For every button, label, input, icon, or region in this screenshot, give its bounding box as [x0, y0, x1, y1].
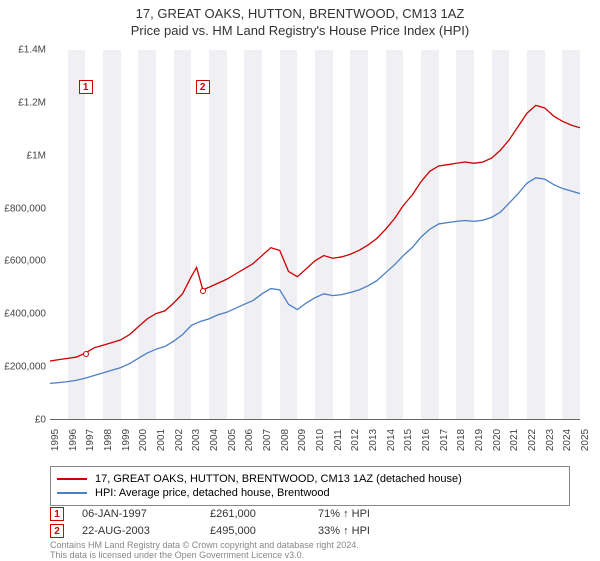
footer: Contains HM Land Registry data © Crown c…: [50, 541, 359, 561]
transactions-table: 1 06-JAN-1997 £261,000 71% ↑ HPI 2 22-AU…: [50, 504, 570, 541]
y-tick-label: £800,000: [4, 203, 46, 214]
transaction-marker-icon: 2: [50, 524, 64, 538]
x-tick-label: 2016: [421, 429, 432, 451]
legend-label-property: 17, GREAT OAKS, HUTTON, BRENTWOOD, CM13 …: [95, 473, 462, 485]
transaction-row: 2 22-AUG-2003 £495,000 33% ↑ HPI: [50, 524, 570, 538]
series-property: [50, 105, 580, 361]
x-tick-label: 2012: [350, 429, 361, 451]
transaction-date: 22-AUG-2003: [82, 525, 192, 537]
y-tick-label: £200,000: [4, 362, 46, 373]
x-tick-label: 2003: [191, 429, 202, 451]
x-tick-label: 2019: [474, 429, 485, 451]
legend-swatch-hpi: [57, 492, 87, 494]
x-tick-label: 1996: [68, 429, 79, 451]
x-tick-label: 2023: [545, 429, 556, 451]
legend-row: HPI: Average price, detached house, Bren…: [57, 487, 563, 499]
transaction-marker-dot: [200, 288, 206, 294]
x-tick-label: 2024: [562, 429, 573, 451]
transaction-pct: 71% ↑ HPI: [318, 508, 418, 520]
y-tick-label: £0: [35, 415, 46, 426]
y-tick-label: £1.2M: [18, 97, 46, 108]
plot-area: 12: [50, 50, 580, 420]
transaction-price: £261,000: [210, 508, 300, 520]
x-tick-label: 2011: [333, 429, 344, 451]
y-tick-label: £400,000: [4, 309, 46, 320]
x-tick-label: 2021: [509, 429, 520, 451]
x-tick-label: 1999: [121, 429, 132, 451]
x-tick-label: 2017: [439, 429, 450, 451]
x-tick-label: 2008: [280, 429, 291, 451]
title-main: 17, GREAT OAKS, HUTTON, BRENTWOOD, CM13 …: [0, 6, 600, 21]
y-tick-label: £1.4M: [18, 45, 46, 56]
series-hpi: [50, 178, 580, 384]
x-tick-label: 2006: [244, 429, 255, 451]
x-tick-label: 2020: [492, 429, 503, 451]
x-tick-label: 1998: [103, 429, 114, 451]
legend: 17, GREAT OAKS, HUTTON, BRENTWOOD, CM13 …: [50, 466, 570, 506]
chart-lines: [50, 50, 580, 419]
y-tick-label: £1M: [27, 150, 46, 161]
transaction-date: 06-JAN-1997: [82, 508, 192, 520]
x-tick-label: 2018: [456, 429, 467, 451]
transaction-marker-box: 1: [79, 80, 93, 94]
legend-label-hpi: HPI: Average price, detached house, Bren…: [95, 487, 330, 499]
footer-line2: This data is licensed under the Open Gov…: [50, 551, 359, 561]
chart-container: 17, GREAT OAKS, HUTTON, BRENTWOOD, CM13 …: [0, 0, 600, 560]
y-axis: £0£200,000£400,000£600,000£800,000£1M£1.…: [0, 50, 50, 420]
legend-swatch-property: [57, 478, 87, 480]
x-tick-label: 2000: [138, 429, 149, 451]
x-tick-label: 2005: [227, 429, 238, 451]
x-tick-label: 2009: [297, 429, 308, 451]
x-tick-label: 2013: [368, 429, 379, 451]
x-tick-label: 2004: [209, 429, 220, 451]
transaction-pct: 33% ↑ HPI: [318, 525, 418, 537]
x-tick-label: 1997: [85, 429, 96, 451]
transaction-marker-dot: [83, 351, 89, 357]
transaction-marker-box: 2: [196, 80, 210, 94]
x-axis: 1995 1996 1997 1998 1999 2000 2001 2002 2003 2004…: [50, 420, 580, 460]
transaction-price: £495,000: [210, 525, 300, 537]
y-tick-label: £600,000: [4, 256, 46, 267]
transaction-row: 1 06-JAN-1997 £261,000 71% ↑ HPI: [50, 507, 570, 521]
x-tick-label: 2025: [580, 429, 591, 451]
x-tick-label: 2010: [315, 429, 326, 451]
x-tick-label: 2014: [386, 429, 397, 451]
title-block: 17, GREAT OAKS, HUTTON, BRENTWOOD, CM13 …: [0, 0, 600, 38]
x-tick-label: 2015: [403, 429, 414, 451]
title-sub: Price paid vs. HM Land Registry's House …: [0, 23, 600, 38]
x-tick-label: 2007: [262, 429, 273, 451]
x-tick-label: 2002: [174, 429, 185, 451]
legend-row: 17, GREAT OAKS, HUTTON, BRENTWOOD, CM13 …: [57, 473, 563, 485]
x-tick-label: 2022: [527, 429, 538, 451]
transaction-marker-icon: 1: [50, 507, 64, 521]
x-tick-label: 2001: [156, 429, 167, 451]
x-tick-label: 1995: [50, 429, 61, 451]
